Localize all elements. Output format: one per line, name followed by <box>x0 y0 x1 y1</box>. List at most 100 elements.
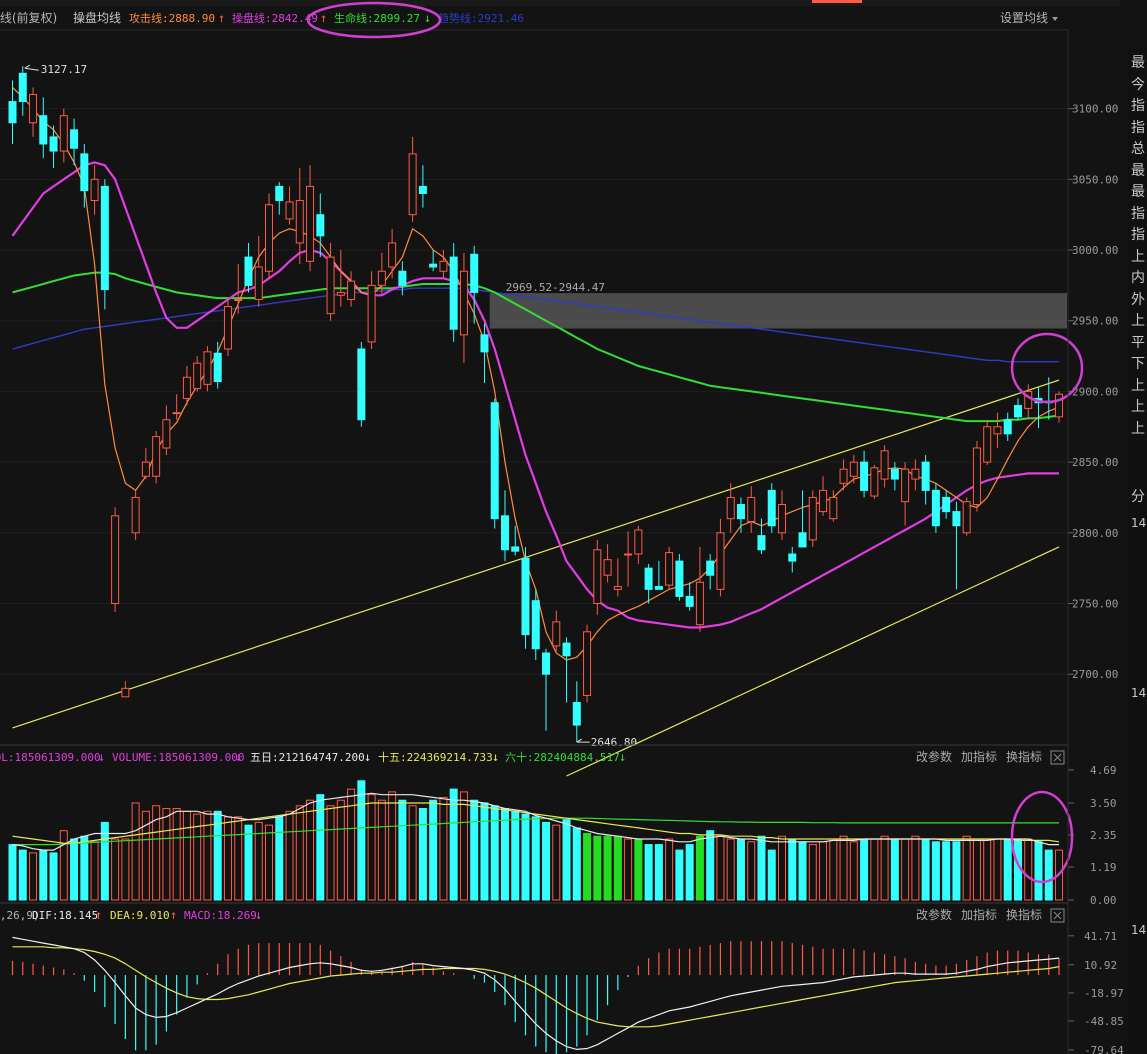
candle-body <box>8 101 17 124</box>
macd-params-button[interactable]: 改参数 <box>916 907 952 922</box>
settings-dropdown-icon[interactable] <box>1052 17 1058 21</box>
volume-bar <box>439 796 448 901</box>
volume-bar <box>90 841 99 901</box>
candle-body <box>1003 419 1012 435</box>
sidebar-label: 上 <box>1131 248 1145 265</box>
vol-value: VOL:185061309.000 <box>0 751 101 764</box>
candle-body <box>931 489 940 527</box>
candle-body <box>542 652 551 675</box>
life-line <box>12 271 1060 423</box>
volume-bar <box>131 802 140 901</box>
volume-bar <box>357 780 366 901</box>
channel-line <box>566 546 1060 777</box>
ma5-arrow-icon: ↓ <box>364 750 371 764</box>
candle-body <box>695 581 704 626</box>
ma15-arrow-icon: ↓ <box>492 750 499 764</box>
settings-ma-button[interactable]: 设置均线 <box>1000 11 1048 25</box>
volume-params-button[interactable]: 改参数 <box>916 749 952 764</box>
macd-add-indicator-button[interactable]: 加指标 <box>961 907 997 922</box>
volume-bar <box>921 838 930 901</box>
volume-bar <box>778 835 786 901</box>
volume-bar <box>398 799 407 901</box>
volume-bar <box>624 838 633 901</box>
macd-y-axis: 41.71 10.92 -18.97 -48.85 -79.64 <box>1068 930 1124 1054</box>
channel-lines <box>12 379 1060 777</box>
candle-body <box>49 136 58 152</box>
sidebar-time-label: 14: <box>1131 923 1147 937</box>
candle-body <box>808 496 817 541</box>
volume-bar <box>418 808 427 901</box>
candle-body <box>90 178 99 202</box>
candle-body <box>275 185 284 202</box>
candle-body <box>347 280 356 301</box>
ma5-volume-value: 五日:212164747.200 <box>250 751 365 764</box>
candle-body <box>798 532 807 548</box>
candle-body <box>429 263 438 268</box>
candle-body <box>562 642 571 657</box>
candle-body <box>983 426 992 463</box>
volume-bar <box>316 794 325 901</box>
volume-bar <box>275 816 284 901</box>
volume-bar <box>80 835 89 901</box>
price-tick-label: 2900.00 <box>1072 385 1118 398</box>
candle-body <box>870 467 879 497</box>
sidebar-time-label: 14: <box>1131 686 1147 700</box>
volume-arrow-icon: ↓ <box>235 750 242 764</box>
volume-bar <box>521 813 530 901</box>
price-tick-label: 2950.00 <box>1072 315 1118 328</box>
volume-bar <box>572 827 581 901</box>
volume-bar <box>388 791 397 901</box>
volume-add-indicator-button[interactable]: 加指标 <box>961 749 997 764</box>
volume-tick-label: 2.35 <box>1090 829 1117 842</box>
volume-tick-label: 1.19 <box>1090 861 1117 874</box>
candle-body <box>521 557 530 636</box>
volume-bar <box>244 824 253 901</box>
volume-bar <box>562 819 571 901</box>
sidebar-label: 今 <box>1131 76 1145 93</box>
volume-bar <box>542 821 551 901</box>
candle-body <box>747 496 756 522</box>
volume-bar <box>901 838 910 901</box>
price-highlight-circle <box>1010 332 1084 404</box>
attack-arrow-icon: ↑ <box>218 11 225 25</box>
candle-body <box>942 496 951 513</box>
volume-close-icon[interactable] <box>1050 750 1065 765</box>
candle-body <box>860 461 869 491</box>
candle-body <box>624 553 633 556</box>
volume-switch-indicator-button[interactable]: 换指标 <box>1006 749 1042 764</box>
price-tick-label: 3000.00 <box>1072 244 1118 257</box>
volume-bar <box>685 844 694 901</box>
volume-bar <box>870 838 879 901</box>
candle-body <box>500 515 509 551</box>
candle-body <box>80 153 89 192</box>
candle-body <box>665 552 674 586</box>
macd-tick-label: -48.85 <box>1084 1015 1124 1028</box>
candle-body <box>70 129 79 149</box>
candle-body <box>644 567 653 590</box>
ma60-volume-value: 六十:282404884.517 <box>505 750 620 764</box>
candle-body <box>234 299 243 302</box>
volume-highlight-circle <box>1010 790 1074 884</box>
volume-bar <box>49 852 58 901</box>
macd-tick-label: 10.92 <box>1084 959 1117 972</box>
volume-bar <box>500 808 509 901</box>
macd-close-icon[interactable] <box>1050 908 1065 923</box>
header-indicator-name[interactable]: 操盘均线 <box>73 10 121 25</box>
candle-body <box>675 560 684 597</box>
dif-value: DIF:18.145 <box>32 909 98 922</box>
attack-line <box>12 86 1060 661</box>
candle-body <box>552 621 561 647</box>
volume-bar <box>767 849 776 901</box>
low-point-arrow-icon <box>576 738 590 743</box>
candle-body <box>388 242 397 268</box>
volume-tick-label: 4.69 <box>1090 764 1117 777</box>
channel-line <box>12 379 1060 729</box>
volume-bar <box>70 838 79 901</box>
candle-body <box>357 348 366 421</box>
macd-switch-indicator-button[interactable]: 换指标 <box>1006 907 1042 922</box>
volume-bar <box>593 835 602 901</box>
macd-arrow-icon: ↓ <box>255 908 262 922</box>
candle-body <box>952 511 961 527</box>
volume-bar <box>59 830 68 901</box>
